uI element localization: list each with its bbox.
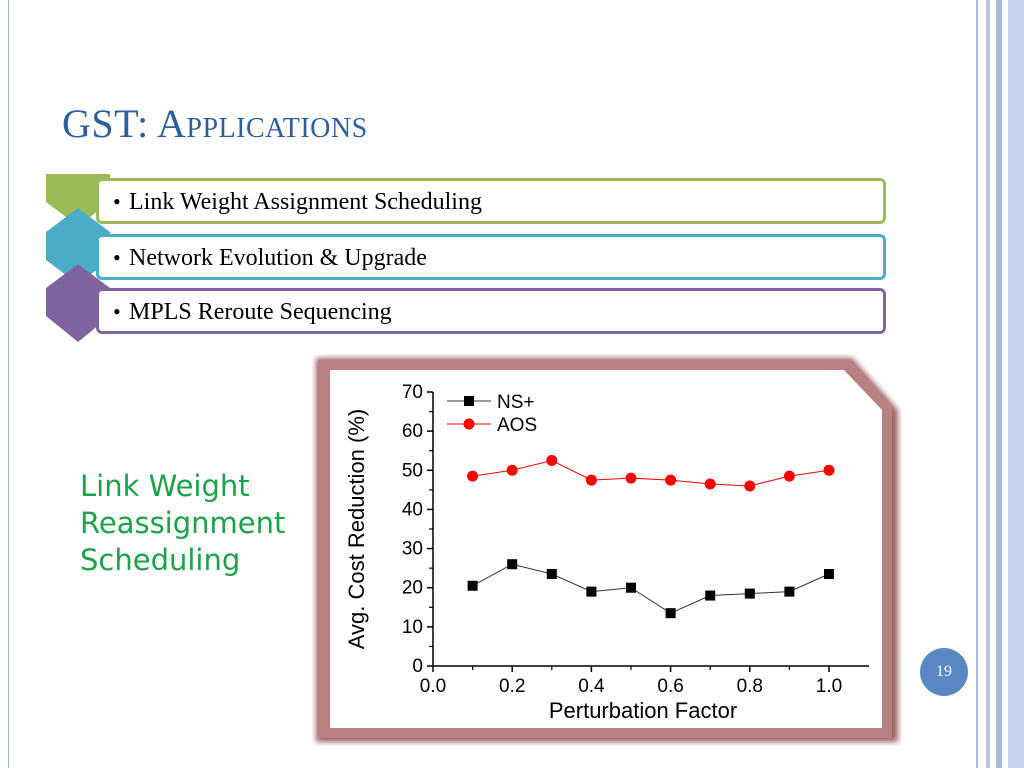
plot-area: 0.0 0.2 0.4 0.6 0.8 1.0 0 10 20 30 40 50 60 70 Perturb…: [344, 382, 869, 723]
bullet-item-3: • MPLS Reroute Sequencing: [96, 288, 886, 334]
data-point-ns: [824, 569, 834, 580]
side-label-line-3: Scheduling: [80, 543, 241, 577]
y-tick-label: 60: [402, 421, 423, 442]
legend-marker-aos: [463, 418, 475, 430]
chart-card: 0.0 0.2 0.4 0.6 0.8 1.0 0 10 20 30 40 50 60 70 Perturb…: [316, 358, 898, 742]
side-label-line-1: Link Weight: [80, 469, 250, 503]
bullet-text: Network Evolution & Upgrade: [129, 245, 427, 271]
data-point-ns: [626, 582, 636, 593]
data-point-aos: [625, 472, 637, 484]
y-tick-label: 70: [402, 382, 423, 403]
data-point-aos: [546, 455, 558, 466]
slide-frame-right: [976, 0, 1024, 768]
page-number-badge: 19: [920, 648, 968, 696]
x-tick-label: 0.8: [737, 676, 763, 697]
x-tick-label: 0.0: [420, 676, 446, 697]
bullet-item-2: • Network Evolution & Upgrade: [96, 234, 886, 280]
series-line-aos: [472, 459, 830, 487]
chevron-green: [46, 174, 110, 226]
chevron-teal: [46, 208, 110, 284]
y-tick-label: 20: [402, 578, 423, 599]
data-point-aos: [467, 470, 479, 482]
chevron-arrows: [46, 174, 110, 342]
bullet-text: Link Weight Assignment Scheduling: [129, 189, 482, 215]
x-axis-label: Perturbation Factor: [549, 698, 737, 723]
data-point-aos: [506, 464, 518, 476]
y-tick-label: 0: [412, 656, 423, 677]
legend-label-aos: AOS: [497, 415, 537, 436]
data-point-ns: [546, 569, 557, 580]
series-line-ns: [472, 563, 830, 614]
y-tick-label: 50: [402, 460, 423, 481]
bullet-glyph: •: [113, 189, 121, 214]
chart-background: [330, 370, 882, 728]
x-tick-label: 0.2: [499, 676, 525, 697]
side-label: Link Weight Reassignment Scheduling: [80, 468, 285, 579]
y-tick-label: 40: [402, 499, 423, 520]
data-point-aos: [783, 470, 795, 482]
data-point-ns: [467, 580, 478, 591]
slide-frame-left: [8, 0, 9, 768]
data-point-ns: [665, 608, 676, 619]
bullet-item-1: • Link Weight Assignment Scheduling: [96, 178, 886, 224]
y-axis-label: Avg. Cost Reduction (%): [344, 409, 369, 649]
data-point-aos: [585, 474, 597, 486]
data-point-aos: [744, 480, 756, 492]
data-point-ns: [744, 588, 755, 599]
data-point-ns: [705, 590, 716, 601]
data-point-ns: [586, 586, 597, 597]
x-tick-label: 1.0: [816, 676, 842, 697]
bullet-glyph: •: [113, 299, 121, 324]
legend-marker-ns: [464, 396, 474, 406]
chevron-purple: [46, 264, 110, 342]
data-point-ns: [507, 559, 518, 570]
legend-label-ns: NS+: [497, 392, 535, 413]
slide-title: GST: Applications: [62, 101, 368, 146]
x-tick-label: 0.6: [657, 676, 683, 697]
y-tick-label: 30: [402, 539, 423, 560]
data-point-aos: [823, 464, 835, 476]
data-point-aos: [704, 478, 716, 490]
y-tick-label: 10: [402, 617, 423, 638]
x-tick-label: 0.4: [578, 676, 605, 697]
side-label-line-2: Reassignment: [80, 506, 286, 540]
bullet-text: MPLS Reroute Sequencing: [129, 299, 392, 325]
bullet-glyph: •: [113, 245, 121, 270]
data-point-ns: [784, 586, 795, 597]
data-point-aos: [665, 474, 677, 486]
